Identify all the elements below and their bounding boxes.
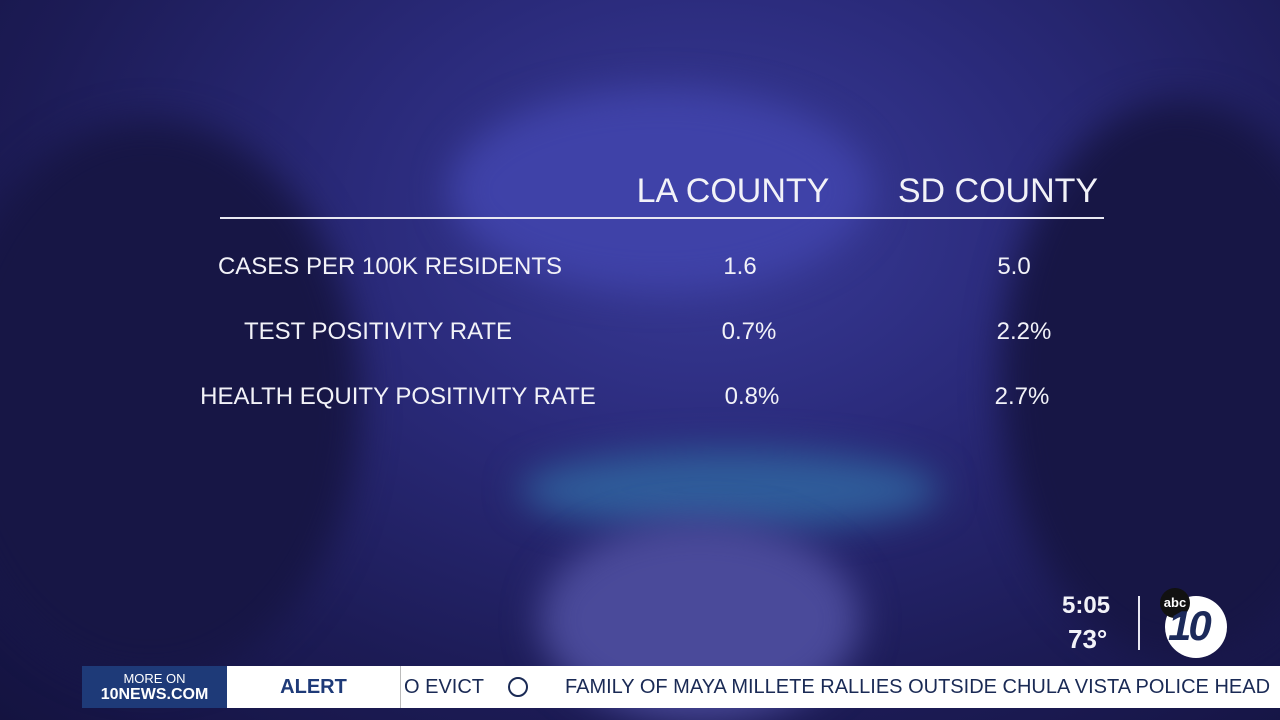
- site: 10NEWS.COM: [100, 686, 209, 703]
- ticker-separator: [508, 677, 528, 697]
- cell-value: 0.8%: [724, 383, 780, 410]
- ticker-item: FAMILY OF MAYA MILLETE RALLIES OUTSIDE C…: [565, 676, 1271, 698]
- background-trees: [0, 120, 360, 680]
- column-header: LA COUNTY: [636, 172, 830, 210]
- more-on: MORE ON: [123, 671, 186, 686]
- logo-channel: 10: [1168, 602, 1212, 649]
- cell-value: 0.7%: [721, 318, 777, 345]
- cell-value: 1.6: [723, 253, 757, 280]
- temperature: 73°: [1068, 624, 1108, 654]
- cell-value: 5.0: [997, 253, 1031, 280]
- alert-label: ALERT: [227, 666, 401, 708]
- more-on-box: MORE ON 10NEWS.COM: [82, 666, 227, 708]
- row-label: CASES PER 100K RESIDENTS: [217, 253, 563, 280]
- row-label: TEST POSITIVITY RATE: [243, 318, 513, 345]
- time: 5:05: [1062, 592, 1111, 619]
- cell-value: 2.2%: [996, 318, 1052, 345]
- logo-network: abc: [1160, 588, 1190, 618]
- background-skyline: [450, 90, 870, 290]
- header-rule: [220, 217, 1104, 219]
- background-trees: [1000, 100, 1280, 660]
- background-sign: [520, 450, 940, 530]
- bug-divider: [1138, 596, 1140, 650]
- column-header: SD COUNTY: [897, 172, 1099, 210]
- ticker-item: O EVICT: [404, 676, 485, 698]
- row-label: HEALTH EQUITY POSITIVITY RATE: [200, 383, 596, 410]
- cell-value: 2.7%: [994, 383, 1050, 410]
- ticker: MORE ON 10NEWS.COM ALERT O EVICT FAMILY …: [82, 666, 1280, 708]
